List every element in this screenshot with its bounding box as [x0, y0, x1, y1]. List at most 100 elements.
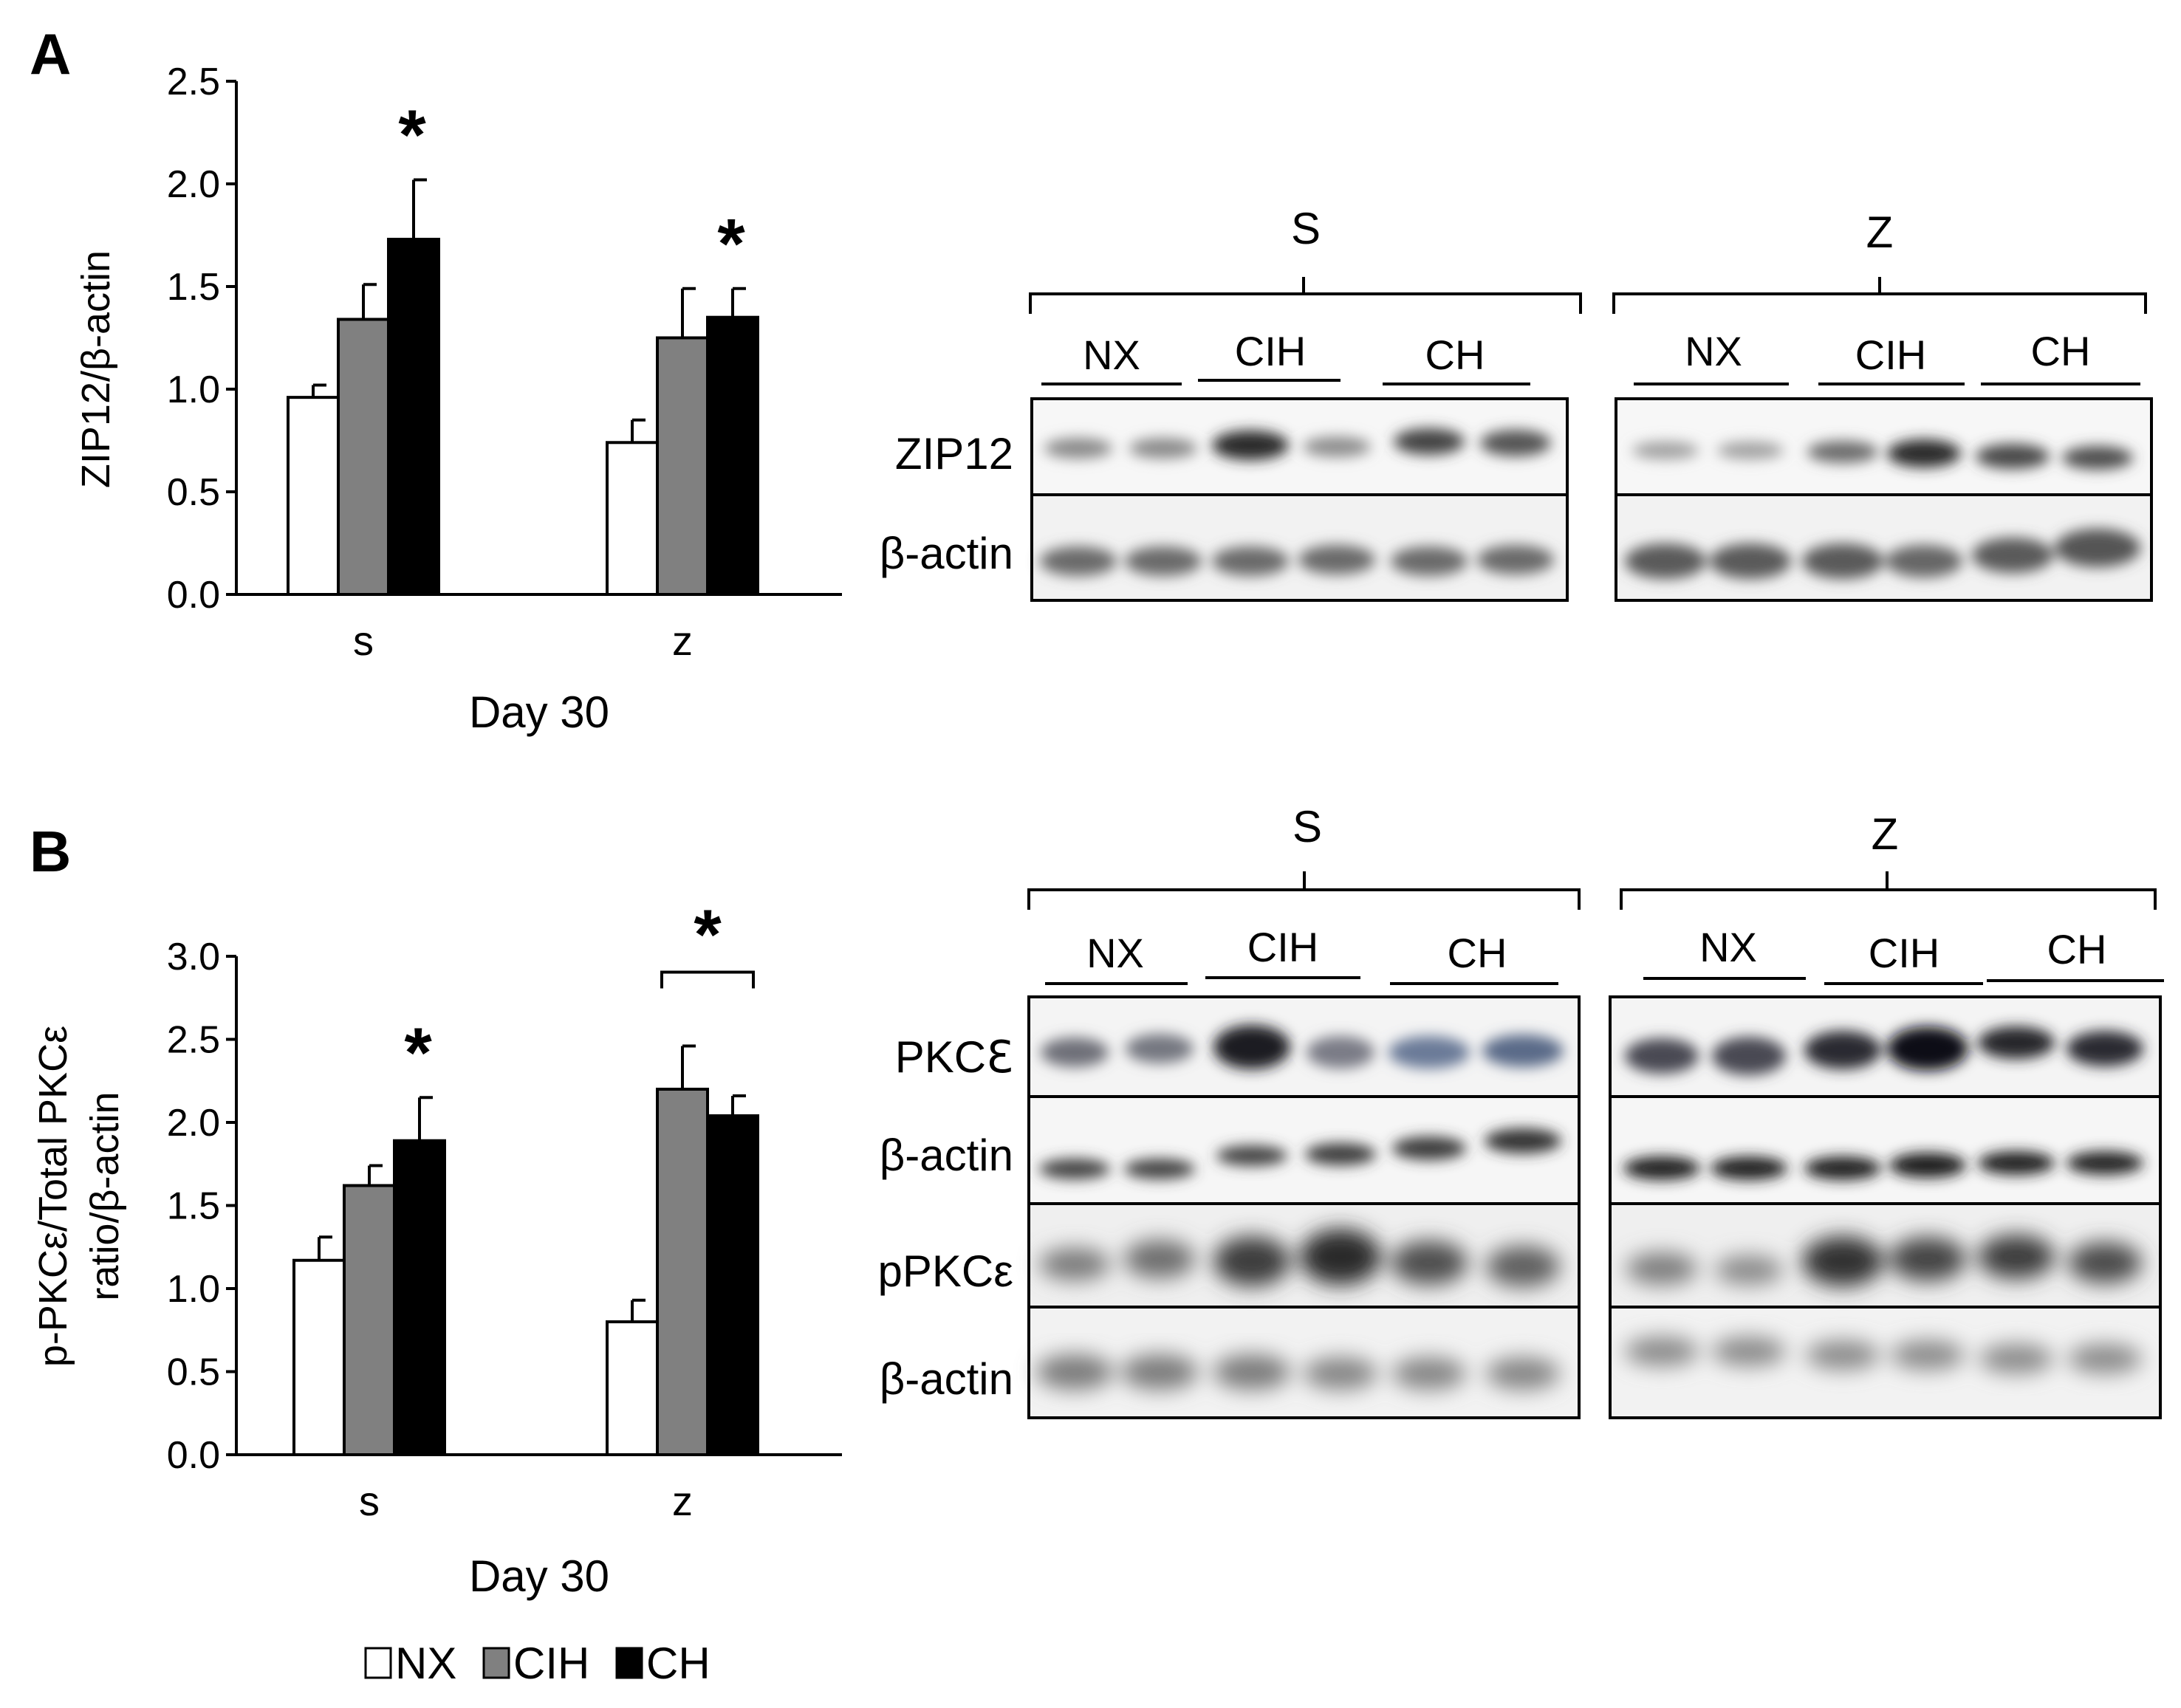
band	[1298, 545, 1375, 575]
blot-b-row-label-ppkce: pPKCε	[878, 1246, 1014, 1296]
bar-nx-s	[287, 396, 340, 596]
bar-nx-z	[606, 1320, 659, 1456]
band	[1121, 1354, 1198, 1390]
band	[1972, 538, 2053, 573]
band	[1891, 1340, 1965, 1370]
band	[1632, 442, 1699, 459]
band	[1213, 1236, 1290, 1286]
blot-b-z-bands-ppkce	[1626, 1235, 2142, 1286]
band	[1802, 543, 1883, 579]
band	[1392, 1136, 1466, 1160]
band	[1039, 1159, 1110, 1179]
band	[1213, 1354, 1290, 1390]
blot-a-z-membrane-zip12	[1615, 397, 2153, 496]
band	[1486, 1246, 1560, 1287]
band	[2055, 529, 2140, 567]
significance-bracket	[660, 970, 755, 989]
legend-swatch-cih	[482, 1647, 510, 1679]
y-tick-label: 1.0	[167, 1268, 220, 1311]
band	[1041, 1038, 1109, 1067]
blot-b-s-bands-actin1	[1039, 1128, 1561, 1179]
band	[1802, 1236, 1883, 1286]
blot-b-s-bands-pkce	[1041, 1025, 1564, 1069]
blot-b-s-membrane-actin2	[1027, 1306, 1581, 1419]
band	[1712, 1037, 1786, 1075]
band	[1887, 1026, 1968, 1071]
x-tick-label: s	[353, 617, 374, 664]
blot-a-z-lane-nx: NX	[1685, 328, 1742, 374]
band	[1044, 438, 1112, 459]
band	[1978, 1026, 2055, 1059]
band	[1625, 1337, 1699, 1366]
western-blot-b: S NX CIH CH Z NX CIH CH PKCℇ β-actin pPK…	[878, 802, 2164, 1419]
band	[1305, 1143, 1376, 1165]
blot-b-group-s: S	[1292, 802, 1322, 851]
band	[2067, 1031, 2143, 1066]
y-tick-label: 2.0	[167, 163, 220, 206]
band	[1978, 1235, 2055, 1279]
y-tick-label: 0.0	[167, 574, 220, 617]
band	[1124, 1240, 1195, 1278]
blot-a-s-bands-actin	[1040, 545, 1554, 576]
blot-b-s-bands-actin2	[1036, 1354, 1560, 1390]
band	[1626, 1252, 1697, 1285]
blot-b-z-lane-nx: NX	[1699, 924, 1757, 970]
legend-label-cih: CIH	[513, 1639, 589, 1688]
band	[1036, 1354, 1113, 1390]
bar-ch-s	[393, 1139, 446, 1456]
band	[1710, 543, 1791, 579]
band	[1392, 1357, 1466, 1390]
y-tick-label: 1.0	[167, 368, 220, 411]
blot-a-group-s: S	[1291, 204, 1321, 253]
significance-asterisk: *	[398, 95, 426, 174]
bar-nx-z	[606, 441, 659, 597]
band	[1482, 1035, 1564, 1067]
blot-a-s-membrane-zip12	[1030, 397, 1569, 496]
blot-b-brace-s	[1027, 871, 1581, 910]
bar-cih-z	[656, 1088, 709, 1456]
blot-a-group-z: Z	[1866, 208, 1894, 257]
blot-b-z-lane-cih: CIH	[1869, 930, 1939, 976]
band	[1807, 441, 1878, 463]
blot-a-row-label-actin: β-actin	[880, 529, 1013, 578]
bar-nx-s	[292, 1258, 346, 1456]
blot-a-s-membrane-actin	[1030, 493, 1569, 602]
y-tick-label: 2.5	[167, 1019, 220, 1062]
band	[1216, 1145, 1287, 1166]
y-tick-label: 1.5	[167, 266, 220, 309]
band	[1625, 543, 1706, 579]
legend-label-nx: NX	[395, 1639, 456, 1688]
bar-cih-s	[343, 1184, 396, 1456]
band	[1480, 430, 1551, 456]
blot-a-s-lane-ch: CH	[1425, 332, 1485, 378]
legend-swatch-ch	[615, 1647, 643, 1679]
band	[1124, 1159, 1195, 1179]
blot-b-z-membrane-pkce	[1609, 995, 2162, 1098]
band	[1125, 546, 1202, 576]
y-tick-label: 2.0	[167, 1102, 220, 1145]
blot-b-z-membrane-actin2	[1609, 1306, 2162, 1419]
band	[1979, 1344, 2053, 1373]
band	[2068, 1344, 2142, 1373]
band	[1887, 439, 1961, 467]
band	[1806, 1340, 1880, 1370]
band	[1391, 546, 1468, 576]
significance-asterisk: *	[404, 1013, 432, 1092]
x-tick-label: z	[672, 617, 693, 664]
western-blot-a: S NX CIH CH Z NX CIH CH ZIP12 β-actin	[880, 204, 2153, 602]
blot-b-z-bands-pkce	[1625, 1026, 2143, 1075]
chart-b-ylabel-line1: p-PKCε/Total PKCε	[31, 1026, 75, 1367]
chart-a-xlabel: Day 30	[469, 687, 609, 737]
x-tick-label: z	[672, 1478, 693, 1524]
band	[1213, 1025, 1290, 1069]
significance-asterisk: *	[717, 205, 745, 284]
chart-a: ZIP12/β-actin Day 30 0.0 0.5 1.0 1.5 2.0 2.5 s…	[74, 61, 842, 737]
band	[1717, 442, 1784, 459]
y-tick-label: 0.0	[167, 1434, 220, 1477]
blot-b-z-bands-actin1	[1623, 1151, 2143, 1180]
panel-label-a: A	[30, 21, 71, 86]
band	[2062, 446, 2133, 470]
chart-b-xlabel: Day 30	[469, 1551, 609, 1601]
y-tick-label: 0.5	[167, 471, 220, 514]
